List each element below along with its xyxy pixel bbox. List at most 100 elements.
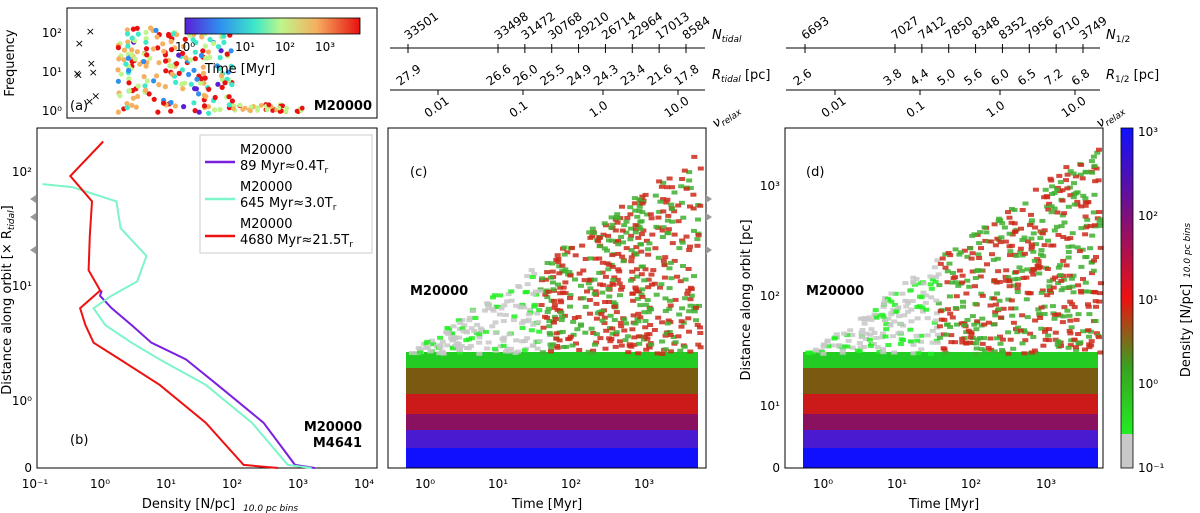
density-cell <box>1045 338 1052 343</box>
frequency-point <box>192 86 198 92</box>
frequency-cross: × <box>87 57 96 70</box>
density-cell <box>892 291 899 296</box>
density-cell <box>969 314 976 319</box>
density-cell <box>536 339 543 343</box>
density-cell <box>669 185 675 190</box>
panel-b-xtick: 10² <box>222 477 242 491</box>
density-cell <box>995 219 1002 224</box>
density-cell <box>579 243 586 248</box>
density-cell <box>885 343 892 347</box>
density-cell <box>635 319 642 324</box>
frequency-point <box>150 46 157 52</box>
frequency-point <box>270 108 276 113</box>
density-cell <box>952 340 959 345</box>
density-cell <box>871 330 878 335</box>
marker-triangle <box>706 246 712 254</box>
density-cell <box>671 258 678 263</box>
density-cell <box>994 291 1001 296</box>
density-cell <box>971 232 978 237</box>
density-cell <box>556 338 563 343</box>
density-cell <box>662 347 669 352</box>
density-cell <box>609 253 616 258</box>
density-cell <box>820 344 827 349</box>
frequency-point <box>135 83 141 89</box>
panel-a-ylabel: Frequency <box>3 29 18 96</box>
density-cell <box>946 261 953 266</box>
density-cell <box>964 278 971 283</box>
density-cell <box>593 340 600 345</box>
density-cell <box>968 256 975 261</box>
density-cell <box>596 270 603 275</box>
density-cell <box>652 246 659 251</box>
density-cell <box>953 294 960 299</box>
panel-d-xtick: 10⁰ <box>813 477 833 491</box>
density-cell <box>1014 286 1021 291</box>
density-cell <box>1028 218 1035 223</box>
panel-d-xlabel: Time [Myr] <box>908 497 979 512</box>
density-cell <box>549 269 556 274</box>
density-cell <box>942 265 949 270</box>
legend-entry-1-line2: 89 Myr≈0.4Tr <box>240 159 328 176</box>
frequency-point <box>212 94 218 101</box>
density-cell <box>695 233 702 238</box>
density-cell <box>1058 288 1065 293</box>
density-cell <box>1092 299 1099 304</box>
density-cell <box>589 226 596 231</box>
density-profile-line <box>42 183 312 469</box>
density-cell <box>497 293 504 298</box>
density-cell <box>1059 320 1066 325</box>
density-cell <box>1041 312 1048 316</box>
density-band <box>406 414 698 430</box>
density-cell <box>450 337 457 342</box>
density-colorbar-tick: 10³ <box>1138 125 1158 139</box>
density-cell <box>637 303 644 308</box>
density-cell <box>1046 327 1053 332</box>
density-cell <box>569 343 576 348</box>
density-cell <box>871 312 878 317</box>
top-axis-value: 0.01 <box>819 94 849 121</box>
frequency-point <box>217 106 223 113</box>
density-cell <box>561 252 568 257</box>
density-cell <box>682 277 689 282</box>
density-cell <box>891 319 898 324</box>
density-cell <box>944 269 951 274</box>
density-cell <box>1022 201 1029 206</box>
density-cell <box>616 281 623 286</box>
density-cell <box>832 335 839 340</box>
density-cell <box>1096 299 1103 304</box>
density-cell <box>998 235 1005 240</box>
density-cell <box>544 295 551 300</box>
frequency-point <box>141 74 147 80</box>
density-cell <box>1037 316 1044 320</box>
density-cell <box>546 319 553 323</box>
frequency-point <box>135 31 141 37</box>
density-cell <box>934 258 941 263</box>
density-cell <box>436 351 443 356</box>
density-cell <box>642 325 649 330</box>
density-cell <box>618 343 625 348</box>
density-cell <box>1063 263 1070 268</box>
density-cell <box>667 333 674 337</box>
density-cell <box>914 338 921 343</box>
density-cell <box>991 222 998 227</box>
density-cell <box>1021 235 1028 240</box>
panel-c: (c) M20000 10⁰ 10¹ 10² 10³ Time [Myr] 33… <box>387 9 771 512</box>
frequency-point <box>144 78 150 84</box>
frequency-point <box>163 58 169 64</box>
density-cell <box>439 339 446 344</box>
top-axis-value: 26.0 <box>511 62 541 89</box>
density-cell <box>922 293 929 298</box>
panel-d-xtick: 10² <box>961 477 981 491</box>
density-band <box>803 368 1098 394</box>
density-cell <box>1041 228 1048 233</box>
density-cell <box>470 308 477 313</box>
panel-c-label: (c) <box>410 165 427 180</box>
density-band <box>803 448 1098 468</box>
density-cell <box>633 245 640 250</box>
density-cell <box>1069 244 1076 249</box>
density-cell <box>556 271 563 276</box>
density-cell <box>629 269 636 274</box>
density-cell <box>608 225 615 230</box>
frequency-point <box>116 56 122 62</box>
